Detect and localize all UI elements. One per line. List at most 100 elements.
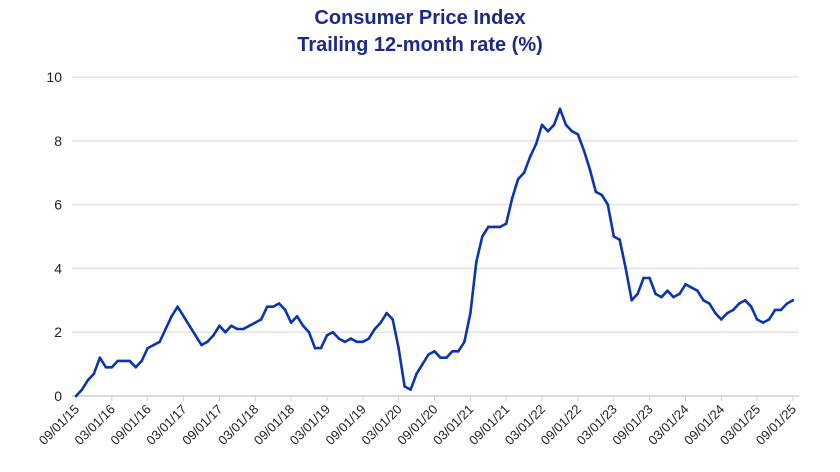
x-tick-label: 09/01/25	[753, 402, 799, 448]
data-point	[755, 318, 759, 321]
cpi-series-line	[75, 107, 794, 397]
data-point	[731, 308, 735, 312]
data-point	[779, 308, 783, 312]
data-point	[104, 365, 108, 369]
data-point	[92, 372, 96, 375]
data-point	[158, 340, 161, 344]
data-point	[546, 129, 550, 133]
data-point	[725, 311, 729, 315]
data-point	[373, 327, 377, 331]
data-point	[761, 321, 765, 324]
data-point	[218, 324, 221, 328]
data-point	[224, 330, 227, 334]
data-point	[247, 324, 251, 328]
data-point	[451, 350, 454, 353]
data-point	[672, 295, 675, 299]
gridlines	[72, 76, 799, 397]
data-point	[206, 340, 209, 344]
data-point	[259, 318, 263, 321]
data-point	[534, 142, 538, 146]
data-point	[654, 292, 657, 296]
data-point	[122, 359, 126, 363]
data-point	[475, 260, 478, 264]
data-point	[522, 171, 526, 174]
data-point	[767, 318, 771, 321]
data-point	[582, 149, 586, 152]
data-point	[200, 343, 203, 347]
data-point	[433, 350, 436, 353]
data-point	[379, 321, 383, 324]
data-point	[230, 324, 233, 328]
data-point	[469, 311, 472, 315]
data-point	[194, 334, 197, 337]
data-point	[301, 324, 305, 328]
data-point	[510, 196, 514, 200]
data-point	[313, 346, 317, 350]
data-point	[445, 356, 448, 360]
series-group	[74, 107, 795, 398]
data-point	[212, 334, 215, 337]
data-point	[785, 302, 789, 305]
data-point	[624, 267, 627, 270]
chart-subtitle: Trailing 12-month rate (%)	[297, 34, 543, 56]
data-point	[791, 299, 795, 302]
data-point	[486, 225, 490, 229]
data-point	[271, 305, 275, 308]
data-point	[361, 340, 365, 344]
data-point	[134, 365, 138, 369]
data-point	[253, 321, 257, 324]
data-point	[289, 321, 293, 324]
data-point	[427, 353, 430, 356]
data-point	[773, 308, 777, 312]
data-point	[498, 225, 502, 229]
data-point	[236, 327, 239, 331]
data-point	[714, 311, 717, 315]
data-point	[576, 133, 580, 136]
data-point	[552, 123, 556, 127]
data-point	[570, 129, 574, 133]
y-tick-label: 2	[54, 324, 62, 340]
data-point	[504, 222, 508, 226]
data-point	[588, 168, 592, 171]
data-point	[606, 203, 610, 206]
y-tick-label: 10	[46, 69, 62, 85]
x-axis: 09/01/1503/01/1609/01/1603/01/1709/01/17…	[36, 396, 799, 448]
data-point	[152, 343, 155, 347]
data-point	[349, 337, 353, 340]
data-point	[749, 305, 753, 308]
data-point	[708, 302, 711, 305]
data-point	[481, 235, 484, 238]
data-point	[307, 330, 311, 334]
data-point	[415, 372, 418, 375]
data-point	[630, 299, 633, 302]
data-point	[528, 155, 532, 159]
data-point	[600, 193, 604, 197]
data-point	[558, 107, 562, 111]
data-point	[678, 292, 681, 296]
data-point	[355, 340, 359, 344]
data-point	[421, 362, 424, 366]
data-point	[391, 318, 394, 321]
data-point	[594, 190, 598, 194]
y-axis: 0 2 4 6 8 10	[46, 69, 62, 404]
chart-title: Consumer Price Index	[314, 7, 526, 29]
data-point	[666, 289, 669, 293]
data-point	[737, 302, 741, 305]
data-point	[612, 235, 616, 238]
data-point	[86, 378, 90, 382]
data-point	[516, 177, 520, 181]
data-point	[188, 324, 191, 328]
data-point	[492, 225, 496, 229]
data-point	[409, 388, 412, 391]
data-point	[128, 359, 132, 363]
data-point	[164, 327, 167, 331]
data-point	[98, 356, 102, 360]
data-point	[564, 123, 568, 127]
data-point	[110, 365, 114, 369]
data-point	[265, 305, 269, 308]
y-tick-label: 4	[54, 260, 62, 276]
data-point	[277, 302, 281, 305]
data-point	[702, 299, 705, 302]
data-point	[684, 283, 687, 286]
